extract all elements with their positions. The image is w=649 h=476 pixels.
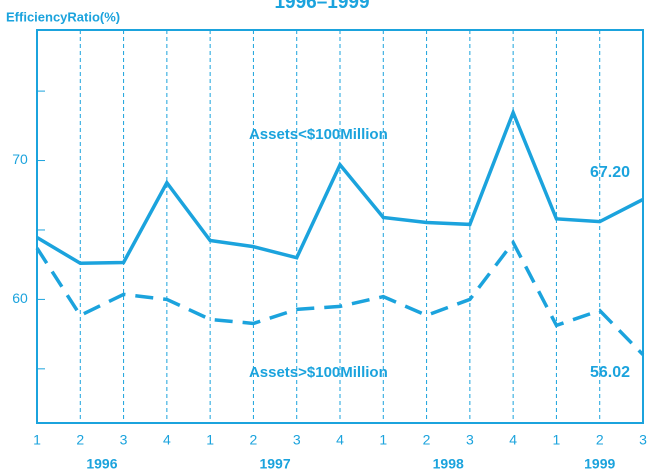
x-tick-label: 4 — [163, 432, 171, 448]
year-label: 1998 — [433, 456, 464, 472]
y-axis-label: EfficiencyRatio(%) — [6, 9, 120, 24]
value-label: 67.20 — [590, 164, 630, 181]
chart-title: 1996–1999 — [274, 0, 369, 13]
x-tick-label: 3 — [293, 432, 301, 448]
x-tick-label: 1 — [379, 432, 387, 448]
x-tick-label: 4 — [336, 432, 344, 448]
x-tick-label: 2 — [596, 432, 604, 448]
x-tick-label: 2 — [76, 432, 84, 448]
x-tick-label: 4 — [509, 432, 517, 448]
x-tick-label: 2 — [250, 432, 258, 448]
x-tick-label: 3 — [120, 432, 128, 448]
x-tick-label: 3 — [466, 432, 474, 448]
series-label: Assets>$100Million — [249, 364, 388, 381]
x-tick-label: 1 — [553, 432, 561, 448]
series-line — [36, 107, 644, 266]
y-tick-label: 60 — [12, 290, 28, 306]
x-tick-label: 3 — [639, 432, 647, 448]
series-line — [35, 239, 645, 356]
year-label: 1997 — [259, 456, 290, 472]
x-tick-label: 1 — [206, 432, 214, 448]
value-label: 56.02 — [590, 364, 630, 381]
series-label: Assets<$100Million — [249, 126, 388, 143]
x-tick-label: 2 — [423, 432, 431, 448]
y-tick-label: 70 — [12, 151, 28, 167]
year-label: 1996 — [86, 456, 117, 472]
x-tick-label: 1 — [33, 432, 41, 448]
year-label: 1999 — [584, 456, 615, 472]
